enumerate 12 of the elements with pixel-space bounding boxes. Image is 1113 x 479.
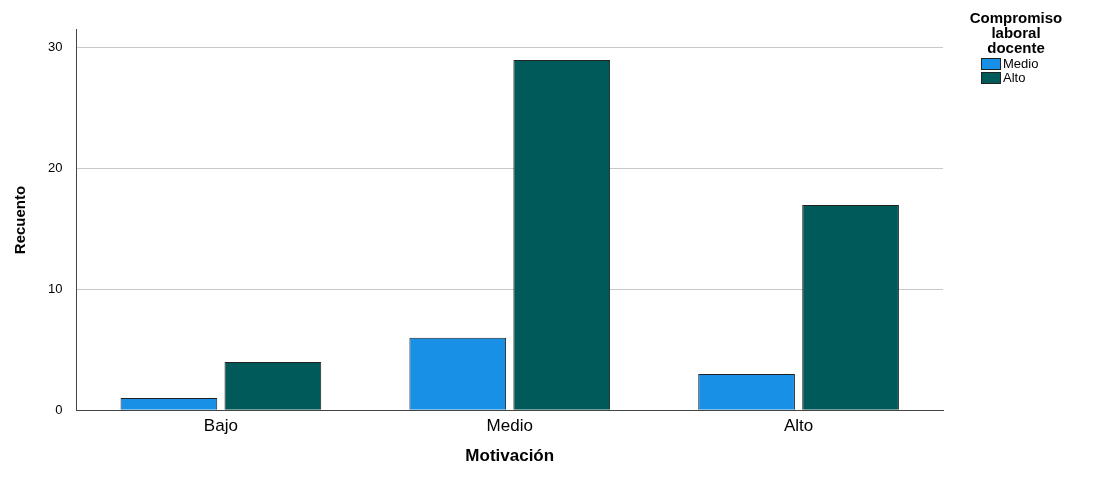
y-tick-label: 10 <box>47 281 63 297</box>
x-axis-title: Motivación <box>465 446 555 466</box>
y-axis-title: Recuento <box>11 185 29 255</box>
y-tick-label: 0 <box>55 401 63 417</box>
x-tick-label: Alto <box>783 416 814 436</box>
legend-title: Compromiso laboral docente <box>968 9 1064 56</box>
legend-label: Medio <box>1003 56 1039 71</box>
y-tick-label: 20 <box>47 160 63 176</box>
y-tick-label: 30 <box>47 39 63 55</box>
legend-label: Alto <box>1003 70 1026 85</box>
x-tick-label: Bajo <box>203 416 238 436</box>
x-tick-label: Medio <box>486 416 533 436</box>
